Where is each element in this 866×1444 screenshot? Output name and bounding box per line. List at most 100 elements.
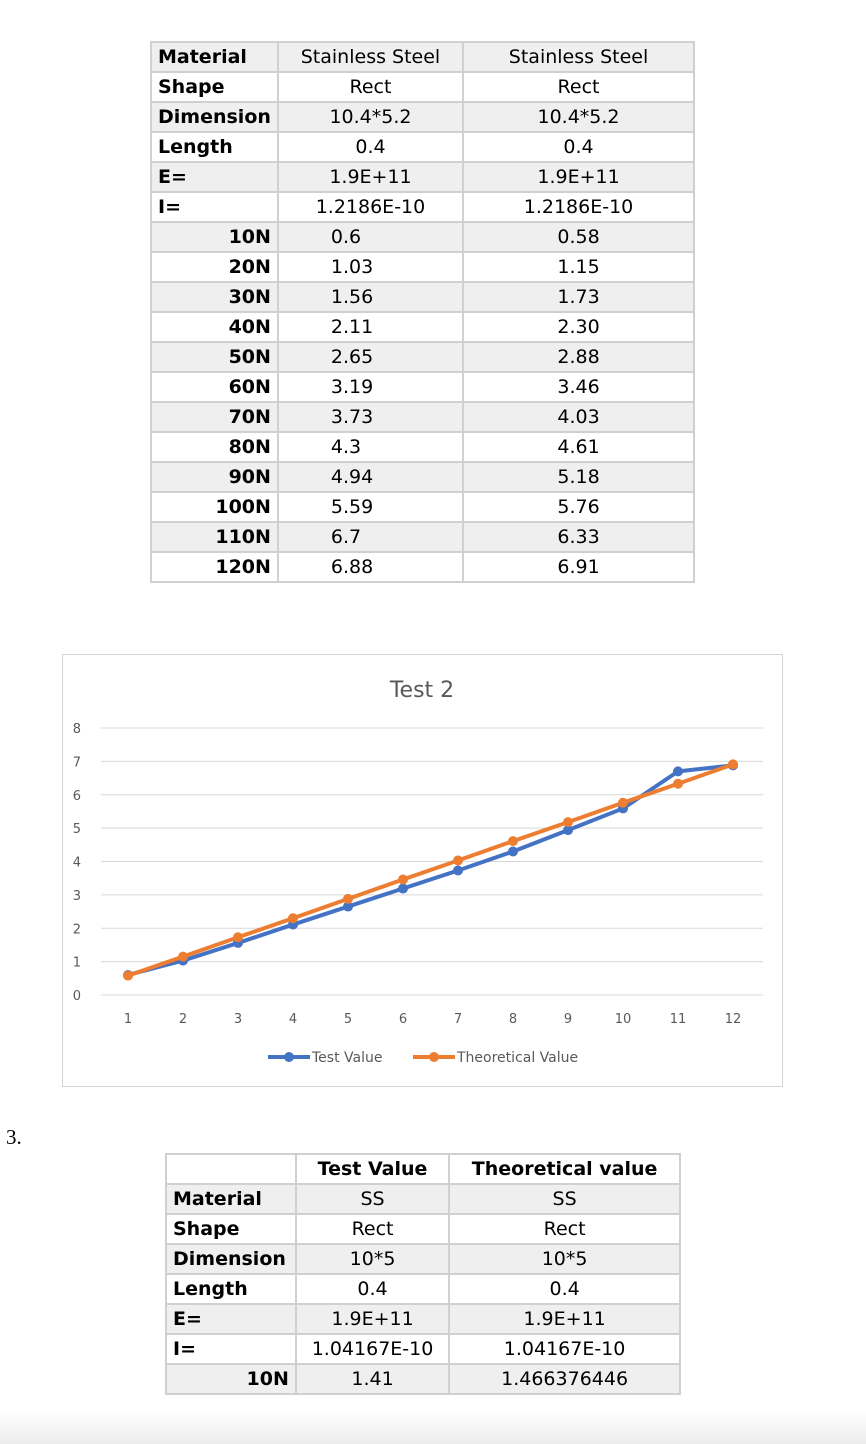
row-label: Dimension <box>150 101 279 133</box>
cell-value: SS <box>294 1183 451 1215</box>
test-value: 2.65 <box>276 341 465 373</box>
table-row: Material SS SS <box>165 1183 681 1215</box>
row-label: E= <box>165 1303 297 1335</box>
x-tick-label: 10 <box>615 1012 632 1027</box>
x-axis-ticks: 1 2 3 4 5 6 7 8 9 10 11 12 <box>124 1012 741 1027</box>
cell-value: SS <box>448 1183 681 1215</box>
test-value: 1.03 <box>276 251 465 283</box>
data-point <box>563 817 573 828</box>
data-point <box>178 951 188 962</box>
cell-value: Stainless Steel <box>462 41 695 73</box>
theoretical-value: 6.91 <box>462 551 695 583</box>
cell-value: Rect <box>276 71 465 103</box>
data-point <box>728 759 738 770</box>
cell-value: 1.9E+11 <box>462 161 695 193</box>
cell-value: 0.4 <box>294 1273 451 1305</box>
cell-value: Stainless Steel <box>276 41 465 73</box>
data-point <box>508 846 518 857</box>
table-row: E= 1.9E+11 1.9E+11 <box>165 1303 681 1335</box>
cell-value: Rect <box>294 1213 451 1245</box>
test-value: 4.94 <box>276 461 465 493</box>
x-tick-label: 2 <box>179 1012 187 1027</box>
y-tick-label: 3 <box>73 889 81 904</box>
load-label: 20N <box>150 251 279 283</box>
cell-value: 10.4*5.2 <box>462 101 695 133</box>
cell-value: 1.9E+11 <box>448 1303 681 1335</box>
load-label: 10N <box>150 221 279 253</box>
cell-value: Rect <box>462 71 695 103</box>
data-point <box>123 970 133 981</box>
load-label: 90N <box>150 461 279 493</box>
x-tick-label: 11 <box>670 1012 687 1027</box>
comparison-table: Test Value Theoretical value Material SS… <box>165 1153 681 1395</box>
table-row: E= 1.9E+11 1.9E+11 <box>150 161 695 193</box>
load-row: 40N 2.11 2.30 <box>150 311 695 343</box>
data-point <box>398 874 408 885</box>
row-label: Dimension <box>165 1243 297 1275</box>
cell-value: 1.9E+11 <box>276 161 465 193</box>
x-tick-label: 6 <box>399 1012 407 1027</box>
test-value: 3.19 <box>276 371 465 403</box>
load-row: 70N 3.73 4.03 <box>150 401 695 433</box>
theoretical-value: 2.88 <box>462 341 695 373</box>
load-row: 10N 1.41 1.466376446 <box>165 1363 681 1395</box>
cell-value: Rect <box>448 1213 681 1245</box>
data-point <box>453 865 463 876</box>
load-label: 120N <box>150 551 279 583</box>
y-axis-ticks: 0 1 2 3 4 5 6 7 8 <box>73 722 81 1004</box>
load-label: 10N <box>165 1363 297 1395</box>
x-tick-label: 8 <box>509 1012 517 1027</box>
series-line <box>127 763 734 977</box>
load-row: 120N 6.88 6.91 <box>150 551 695 583</box>
cell-value: 10.4*5.2 <box>276 101 465 133</box>
y-tick-label: 0 <box>73 989 81 1004</box>
theoretical-value: 1.73 <box>462 281 695 313</box>
load-label: 110N <box>150 521 279 553</box>
x-tick-label: 12 <box>725 1012 742 1027</box>
row-label: Shape <box>150 71 279 103</box>
y-tick-label: 2 <box>73 922 81 937</box>
table-row: Length 0.4 0.4 <box>150 131 695 163</box>
load-row: 50N 2.65 2.88 <box>150 341 695 373</box>
load-label: 40N <box>150 311 279 343</box>
load-row: 20N 1.03 1.15 <box>150 251 695 283</box>
cell-value: 0.4 <box>276 131 465 163</box>
cell-value: 0.4 <box>462 131 695 163</box>
test-value: 1.56 <box>276 281 465 313</box>
theoretical-value: 1.466376446 <box>448 1363 681 1395</box>
legend-marker <box>429 1052 439 1062</box>
series-theoretical-value <box>123 759 738 981</box>
x-tick-label: 7 <box>454 1012 462 1027</box>
y-tick-label: 6 <box>73 789 81 804</box>
cell-value: 1.04167E-10 <box>294 1333 451 1365</box>
data-point <box>343 901 353 912</box>
table-row: Shape Rect Rect <box>165 1213 681 1245</box>
load-label: 80N <box>150 431 279 463</box>
cell-value: 1.9E+11 <box>294 1303 451 1335</box>
page-bottom-edge <box>0 1412 866 1444</box>
test-value: 4.3 <box>276 431 465 463</box>
table-row: Dimension 10*5 10*5 <box>165 1243 681 1275</box>
series-line <box>127 762 734 978</box>
table-header-row: Test Value Theoretical value <box>165 1153 681 1185</box>
y-tick-label: 1 <box>73 956 81 971</box>
data-point <box>508 836 518 847</box>
data-point <box>288 913 298 924</box>
x-tick-label: 4 <box>289 1012 297 1027</box>
column-header-test: Test Value <box>294 1153 451 1185</box>
legend-item: Theoretical Value <box>413 1050 578 1066</box>
cell-value: 10*5 <box>294 1243 451 1275</box>
load-label: 30N <box>150 281 279 313</box>
theoretical-value: 6.33 <box>462 521 695 553</box>
chart-gridlines <box>101 727 763 996</box>
cell-value: 1.04167E-10 <box>448 1333 681 1365</box>
theoretical-value: 2.30 <box>462 311 695 343</box>
x-tick-label: 9 <box>564 1012 572 1027</box>
chart-series <box>123 759 738 981</box>
row-label: I= <box>165 1333 297 1365</box>
theoretical-value: 4.61 <box>462 431 695 463</box>
theoretical-value: 4.03 <box>462 401 695 433</box>
theoretical-value: 1.15 <box>462 251 695 283</box>
y-tick-label: 4 <box>73 856 81 871</box>
x-tick-label: 1 <box>124 1012 132 1027</box>
